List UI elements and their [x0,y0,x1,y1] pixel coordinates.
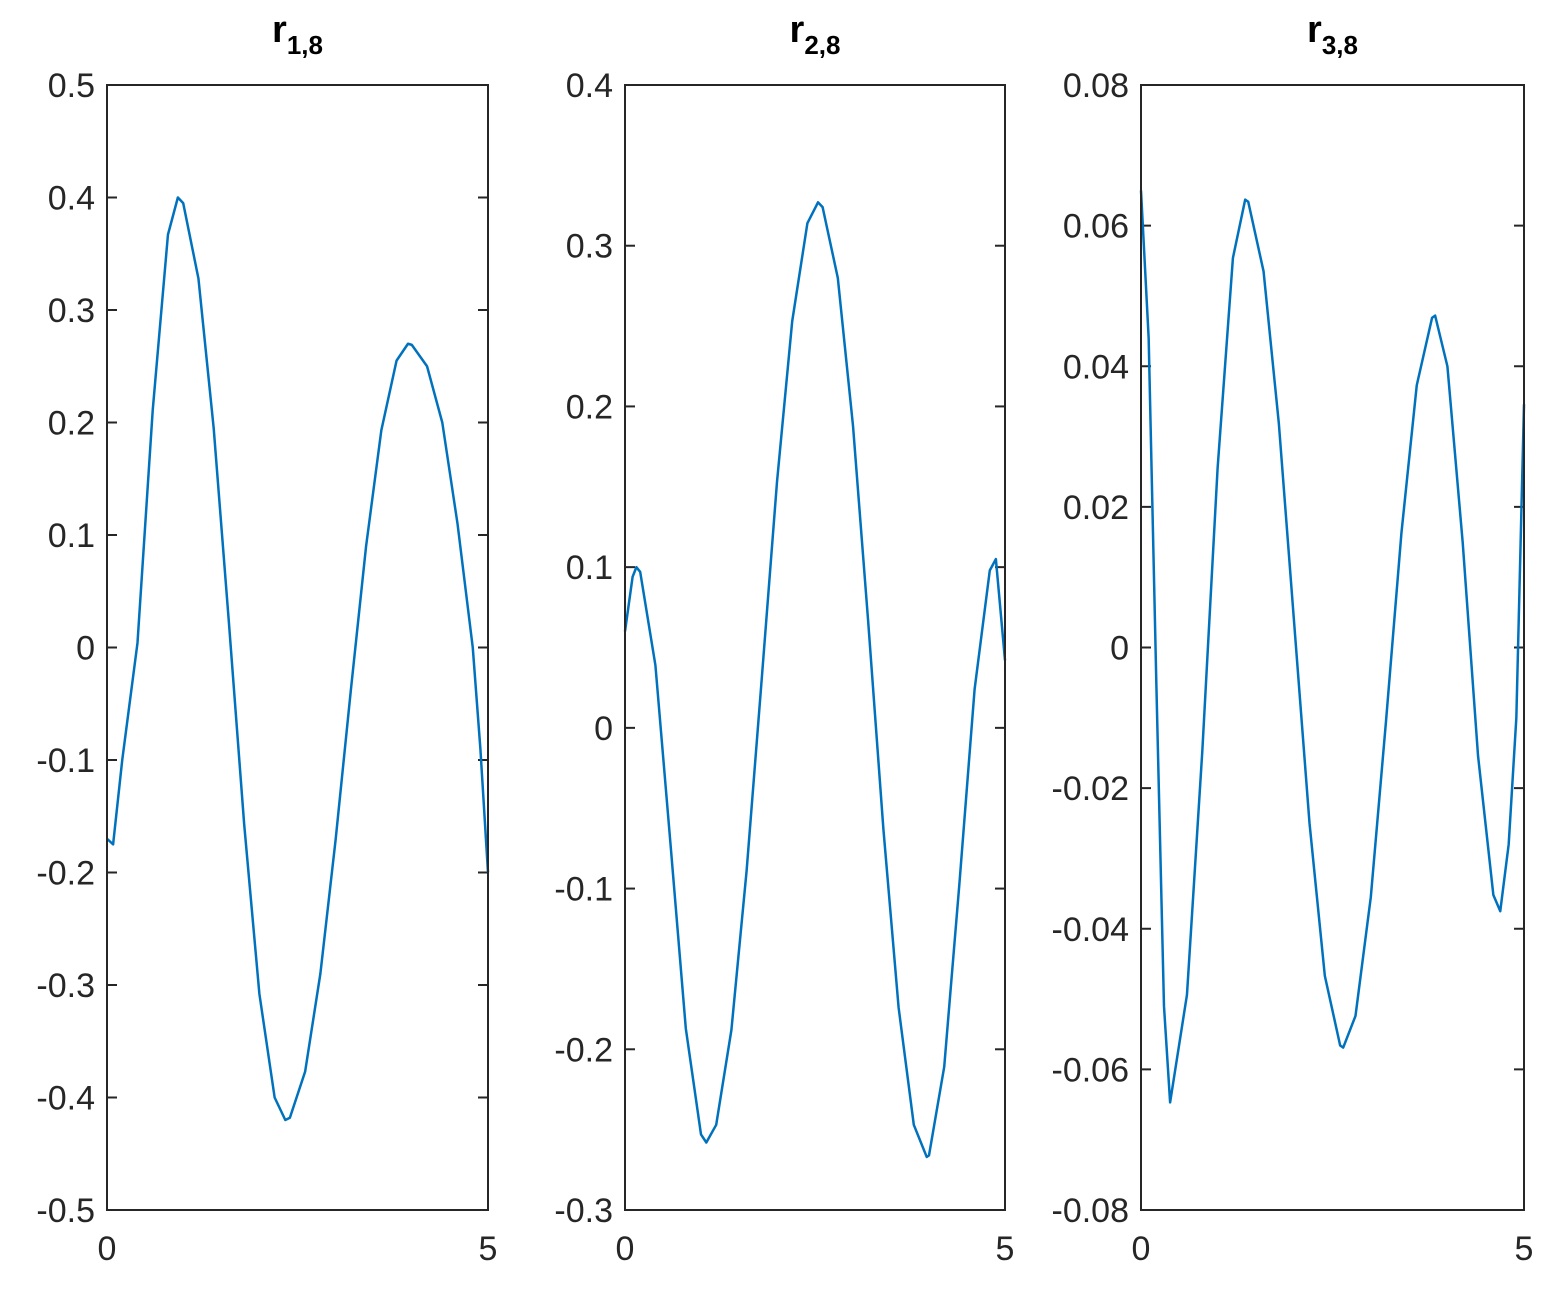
y-tick-label: -0.3 [36,967,95,1005]
title-subscript: 1,8 [287,30,323,60]
title-main: r [790,9,805,51]
y-tick-label: -0.1 [36,742,95,780]
x-tick-label: 5 [1515,1230,1534,1268]
title-main: r [272,9,287,51]
y-tick-label: 0.02 [1063,489,1129,527]
axes-frame [624,84,1006,1211]
title-main: r [1307,9,1322,51]
y-tick-label: -0.08 [1052,1192,1130,1230]
y-tick-label: -0.1 [554,871,613,909]
x-tick-label: 0 [98,1230,117,1268]
y-tick-label: -0.4 [36,1080,95,1118]
y-tick-label: 0.1 [566,549,613,587]
y-tick-label: -0.06 [1052,1051,1130,1089]
subplot-title: r3,8 [1307,9,1358,60]
y-tick-label: 0.08 [1063,67,1129,105]
y-tick-label: 0 [594,710,613,748]
data-line [623,201,1007,1159]
y-tick-label: 0.06 [1063,208,1129,246]
subplot-title: r2,8 [790,9,841,60]
y-tick-label: 0 [76,630,95,668]
y-tick-label: 0.4 [48,180,95,218]
y-tick-label: -0.2 [554,1031,613,1069]
subplot: r1,8 -0.5 -0.4 -0.3 -0.2 -0.1 0 0.1 0.2 0.3 0.4 0.5… [36,9,497,1268]
y-tick-label: 0 [1110,630,1129,668]
x-tick-label: 0 [1132,1230,1151,1268]
x-tick-label: 0 [616,1230,635,1268]
x-tick-label: 5 [479,1230,498,1268]
y-tick-label: -0.02 [1052,770,1130,808]
y-tick-label: -0.3 [554,1192,613,1230]
data-line [1139,190,1526,1104]
y-tick-label: 0.2 [566,388,613,426]
subplot: r3,8 -0.08 -0.06 -0.04 -0.02 0 0.02 0.04 0.06 0.0… [1052,9,1534,1268]
x-tick-label: 5 [996,1230,1015,1268]
y-tick-label: 0.5 [48,67,95,105]
y-tick-label: 0.1 [48,517,95,555]
y-tick-label: -0.5 [36,1192,95,1230]
title-subscript: 2,8 [804,30,840,60]
y-tick-label: 0.4 [566,67,613,105]
y-tick-label: -0.2 [36,855,95,893]
y-tick-label: 0.3 [566,228,613,266]
data-line [106,196,490,1122]
y-tick-label: 0.2 [48,405,95,443]
subplot: r2,8 -0.3 -0.2 -0.1 0 0.1 0.2 0.3 0.4 0 5 [554,9,1014,1268]
title-subscript: 3,8 [1322,30,1358,60]
subplot-title: r1,8 [272,9,323,60]
y-tick-label: 0.3 [48,292,95,330]
axes-frame [106,84,489,1211]
y-tick-label: -0.04 [1052,911,1130,949]
y-tick-label: 0.04 [1063,348,1129,386]
axes-frame [1140,84,1525,1211]
